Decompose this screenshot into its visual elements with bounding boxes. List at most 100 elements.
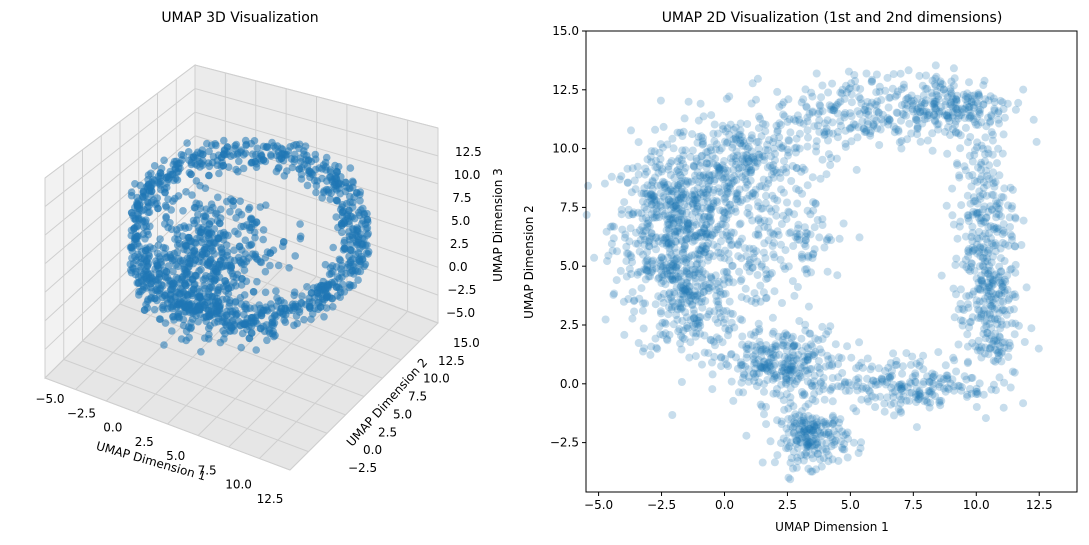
- scatter-point: [784, 262, 793, 271]
- scatter-point: [725, 92, 734, 101]
- scatter-point: [986, 92, 995, 101]
- scatter-point: [978, 261, 987, 270]
- scatter-point: [919, 111, 928, 120]
- scatter-point: [925, 108, 934, 117]
- scatter-point: [770, 287, 779, 296]
- scatter-point: [669, 187, 678, 196]
- scatter-point: [795, 129, 804, 138]
- scatter-point: [976, 314, 985, 323]
- scatter-point: [733, 189, 742, 197]
- scatter-point: [931, 74, 940, 83]
- scatter-point: [912, 390, 920, 399]
- scatter-point: [668, 276, 677, 284]
- scatter-point: [994, 273, 1003, 282]
- scatter-point: [755, 337, 764, 346]
- scatter-point: [761, 146, 770, 154]
- scatter-point: [731, 160, 740, 169]
- scatter-point: [825, 233, 834, 242]
- scatter-point: [620, 198, 629, 207]
- scatter-point: [954, 114, 963, 123]
- scatter-point: [688, 192, 697, 201]
- scatter-point: [650, 198, 659, 206]
- scatter-point: [987, 258, 996, 267]
- scatter-point: [668, 197, 677, 206]
- scatter-point: [680, 215, 688, 224]
- scatter-point: [652, 196, 661, 205]
- scatter-point: [737, 254, 746, 263]
- scatter-point: [1000, 113, 1009, 122]
- scatter-point: [642, 213, 650, 222]
- scatter-point: [677, 235, 686, 244]
- scatter-point: [700, 224, 709, 233]
- scatter-point: [226, 266, 235, 275]
- scatter-point: [801, 419, 810, 428]
- scatter-point: [689, 233, 698, 242]
- scatter-point: [680, 242, 689, 251]
- scatter-point: [714, 164, 723, 173]
- scatter-point: [877, 96, 886, 104]
- scatter-point: [913, 124, 922, 132]
- scatter-point: [963, 97, 972, 106]
- scatter-point: [671, 214, 680, 223]
- scatter-point: [699, 242, 708, 251]
- scatter-point: [963, 300, 972, 309]
- scatter-point: [696, 171, 705, 180]
- scatter-point: [984, 350, 993, 359]
- scatter-point: [688, 210, 697, 219]
- scatter-point: [688, 237, 697, 246]
- scatter-point: [659, 277, 668, 285]
- scatter-point: [778, 341, 787, 350]
- scatter-point: [610, 222, 618, 231]
- scatter-point: [790, 341, 799, 350]
- scatter-point: [712, 291, 721, 300]
- scatter-point: [742, 252, 751, 260]
- scatter-point: [1010, 242, 1019, 251]
- scatter-point: [664, 238, 673, 247]
- scatter-point: [934, 95, 943, 104]
- scatter-point: [821, 420, 830, 429]
- scatter-point: [677, 173, 686, 182]
- scatter-point: [757, 262, 766, 271]
- scatter-point: [988, 304, 997, 312]
- scatter-point: [650, 192, 659, 201]
- scatter-point: [752, 382, 761, 391]
- scatter-point: [667, 215, 675, 224]
- scatter-point: [678, 303, 687, 312]
- scatter-point: [975, 108, 984, 116]
- scatter-point: [976, 194, 985, 203]
- scatter-point: [135, 287, 143, 296]
- scatter-point: [931, 97, 939, 106]
- scatter-point: [698, 267, 707, 276]
- scatter-point: [316, 303, 325, 311]
- scatter-point: [771, 345, 780, 354]
- scatter-point: [800, 389, 809, 398]
- scatter-point: [902, 95, 911, 104]
- scatter-point: [715, 308, 724, 317]
- scatter-point: [784, 428, 793, 437]
- scatter-point: [252, 254, 260, 262]
- scatter-point: [660, 270, 669, 279]
- scatter-point: [895, 392, 904, 400]
- scatter-point: [690, 323, 699, 331]
- scatter-point: [773, 451, 782, 460]
- scatter-point: [704, 310, 713, 319]
- scatter-point: [717, 353, 726, 362]
- x-tick-label-3d: −5.0: [35, 392, 64, 406]
- scatter-point: [889, 70, 898, 79]
- scatter-point: [781, 368, 790, 377]
- scatter-point: [665, 232, 674, 241]
- scatter-point: [633, 270, 642, 279]
- scatter-point: [705, 212, 714, 221]
- scatter-point: [981, 218, 990, 227]
- scatter-point: [886, 400, 895, 409]
- scatter-point: [752, 359, 761, 368]
- scatter-point: [685, 253, 694, 262]
- scatter-point: [862, 384, 871, 393]
- scatter-point: [648, 257, 656, 266]
- scatter-point: [838, 427, 846, 436]
- scatter-point: [780, 352, 789, 361]
- scatter-point: [809, 426, 818, 435]
- scatter-point: [995, 199, 1004, 208]
- scatter-point: [851, 120, 860, 129]
- scatter-point: [768, 242, 777, 250]
